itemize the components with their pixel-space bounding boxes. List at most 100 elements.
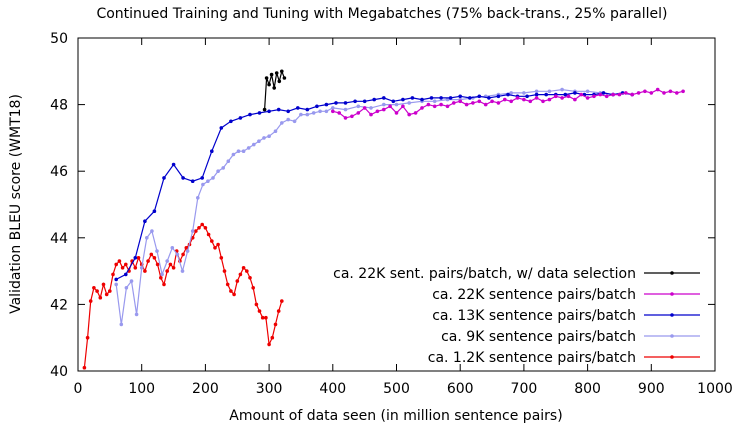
- data-point: [280, 69, 284, 74]
- data-point: [509, 91, 513, 95]
- data-point: [464, 102, 469, 107]
- data-point: [277, 79, 282, 84]
- data-point: [262, 107, 267, 112]
- data-point: [471, 101, 475, 105]
- data-point: [162, 176, 166, 180]
- data-point: [267, 342, 271, 347]
- data-point: [401, 104, 405, 109]
- data-point: [155, 262, 160, 267]
- data-point: [210, 239, 214, 243]
- data-point: [114, 262, 118, 267]
- data-point: [311, 111, 316, 115]
- data-point: [554, 94, 558, 99]
- data-point: [394, 111, 399, 115]
- data-point: [382, 107, 386, 112]
- data-point: [117, 259, 122, 263]
- data-point: [229, 289, 233, 293]
- data-point: [111, 272, 115, 277]
- x-tick-label: 300: [256, 381, 283, 397]
- data-point: [429, 96, 434, 100]
- series-line: [83, 223, 283, 368]
- data-point: [388, 104, 392, 109]
- data-point: [203, 226, 208, 230]
- legend-label: ca. 22K sentence pairs/batch: [432, 287, 636, 303]
- data-point: [257, 309, 262, 313]
- series-group: [114, 91, 634, 282]
- x-tick-label: 100: [128, 381, 155, 397]
- data-point: [477, 99, 482, 104]
- data-point: [221, 166, 225, 170]
- data-point: [152, 255, 157, 260]
- data-point: [114, 282, 118, 287]
- data-point: [353, 99, 357, 104]
- data-point: [611, 92, 615, 97]
- y-tick-label: 50: [50, 31, 68, 47]
- data-point: [181, 252, 185, 257]
- data-point: [190, 229, 195, 233]
- data-point: [120, 266, 125, 270]
- legend-marker: [670, 271, 674, 275]
- data-point: [165, 269, 169, 273]
- data-point: [350, 114, 354, 119]
- data-point: [146, 259, 150, 263]
- data-point: [487, 96, 491, 100]
- data-point: [82, 365, 87, 370]
- data-point: [246, 146, 251, 150]
- data-point: [136, 255, 141, 260]
- data-point: [585, 96, 590, 100]
- data-point: [273, 322, 278, 327]
- data-point: [432, 99, 437, 104]
- data-point: [270, 335, 275, 340]
- data-point: [196, 196, 200, 200]
- data-point: [515, 96, 520, 100]
- data-point: [219, 255, 224, 260]
- data-point: [528, 99, 533, 104]
- data-point: [165, 259, 169, 263]
- data-point: [206, 179, 210, 183]
- data-point: [496, 101, 501, 105]
- data-point: [432, 104, 437, 109]
- data-point: [184, 246, 189, 250]
- data-point: [601, 91, 606, 95]
- data-point: [241, 266, 246, 270]
- data-point: [274, 71, 279, 75]
- data-point: [624, 91, 628, 95]
- data-point: [124, 272, 128, 277]
- data-point: [219, 126, 224, 130]
- data-point: [260, 315, 265, 320]
- x-tick-label: 700: [511, 381, 538, 397]
- data-point: [420, 106, 424, 110]
- data-point: [124, 262, 128, 267]
- data-point: [534, 92, 539, 97]
- data-point: [636, 91, 641, 95]
- data-point: [372, 97, 377, 102]
- data-point: [254, 302, 259, 307]
- x-axis: 0 100 200 300 400 500 600 700 800 900 1000: [74, 38, 733, 397]
- data-point: [579, 92, 583, 97]
- data-point: [232, 292, 236, 297]
- data-point: [391, 99, 396, 104]
- y-axis: 40 42 44 46 48 50: [50, 31, 715, 380]
- data-point: [604, 94, 609, 99]
- data-point: [324, 109, 329, 114]
- data-point: [305, 107, 310, 112]
- data-point: [245, 269, 249, 273]
- data-point: [439, 102, 443, 107]
- data-point: [547, 97, 552, 102]
- data-point: [544, 92, 548, 97]
- data-point: [490, 99, 494, 104]
- data-point: [496, 94, 501, 99]
- data-point: [534, 96, 539, 100]
- data-point: [185, 249, 190, 253]
- data-point: [181, 176, 185, 180]
- x-tick-label: 400: [319, 381, 346, 397]
- data-point: [477, 94, 482, 99]
- data-point: [343, 116, 348, 120]
- x-tick-label: 800: [574, 381, 601, 397]
- data-point: [264, 315, 268, 320]
- data-point: [296, 106, 300, 110]
- data-point: [222, 269, 227, 273]
- legend-marker: [670, 313, 674, 317]
- data-point: [257, 111, 262, 115]
